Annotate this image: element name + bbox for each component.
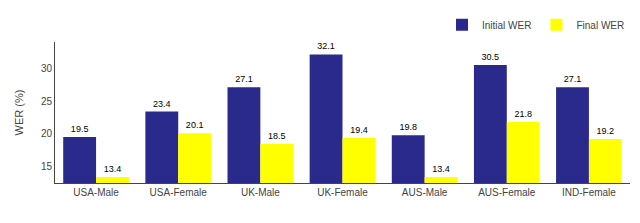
svg-text:15: 15 (41, 161, 53, 172)
svg-text:USA-Male: USA-Male (73, 187, 119, 198)
svg-text:AUS-Female: AUS-Female (478, 187, 536, 198)
svg-text:21.8: 21.8 (514, 109, 532, 119)
svg-text:13.4: 13.4 (432, 164, 450, 174)
svg-text:30: 30 (41, 63, 53, 74)
svg-text:27.1: 27.1 (235, 74, 253, 84)
svg-text:13.4: 13.4 (104, 164, 122, 174)
svg-text:27.1: 27.1 (564, 74, 582, 84)
svg-text:30.5: 30.5 (482, 52, 500, 62)
svg-text:IND-Female: IND-Female (562, 187, 616, 198)
svg-text:19.4: 19.4 (350, 125, 368, 135)
svg-text:UK-Male: UK-Male (241, 187, 280, 198)
svg-text:UK-Female: UK-Female (317, 187, 368, 198)
svg-text:Initial WER: Initial WER (482, 20, 531, 31)
svg-text:20: 20 (41, 128, 53, 139)
svg-text:AUS-Male: AUS-Male (402, 187, 448, 198)
svg-text:19.5: 19.5 (71, 124, 89, 134)
svg-text:20.1: 20.1 (186, 120, 204, 130)
svg-text:18.5: 18.5 (268, 131, 286, 141)
svg-text:19.8: 19.8 (399, 122, 417, 132)
svg-text:Final WER: Final WER (576, 20, 624, 31)
svg-text:USA-Female: USA-Female (150, 187, 208, 198)
svg-text:23.4: 23.4 (153, 99, 171, 109)
svg-text:32.1: 32.1 (317, 41, 335, 51)
svg-text:25: 25 (41, 96, 53, 107)
svg-text:WER (%): WER (%) (13, 90, 25, 136)
svg-text:19.2: 19.2 (597, 126, 615, 136)
